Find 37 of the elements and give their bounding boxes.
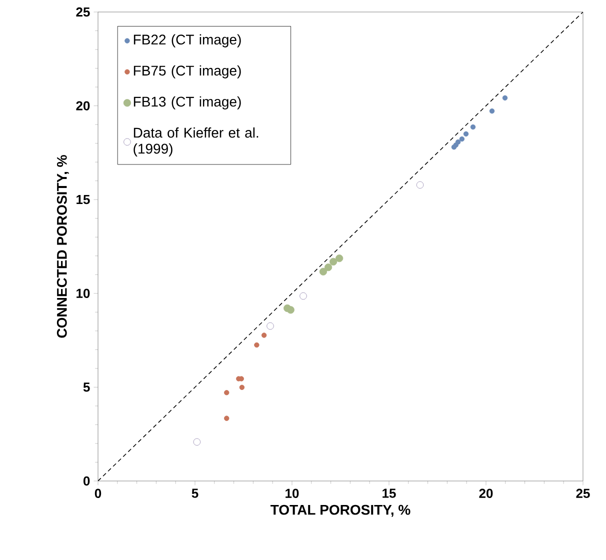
point (463, 131, 469, 137)
y-tick-label: 15 (76, 195, 90, 204)
x-tick-label: 20 (479, 488, 493, 498)
legend-label: Data of Kieffer et al. (1999) (134, 127, 258, 156)
legend-label: FB13 (CT image) (134, 96, 241, 110)
y-axis-title: CONNECTED POROSITY, % (56, 155, 69, 338)
point (416, 181, 424, 189)
x-tick-label: 25 (576, 488, 590, 498)
point (470, 124, 476, 130)
point (330, 258, 338, 266)
point (266, 322, 274, 330)
x-axis-title: TOTAL POROSITY, % (270, 504, 410, 517)
legend-label: FB22 (CT image) (134, 34, 241, 48)
y-tick-label: 5 (83, 382, 90, 392)
point (254, 342, 260, 348)
point (224, 416, 230, 421)
point (300, 292, 307, 300)
y-tick-label: 25 (76, 7, 90, 17)
x-tick-label: 0 (94, 488, 102, 498)
point (224, 390, 230, 396)
y-tick-label: 0 (83, 476, 90, 486)
point (324, 264, 332, 272)
point (459, 136, 465, 142)
point (336, 254, 344, 262)
y-tick-label: 20 (76, 101, 90, 110)
x-tick-label: 15 (382, 488, 396, 498)
point (286, 306, 294, 314)
legend-label: FB75 (CT image) (134, 65, 241, 78)
point (193, 438, 201, 446)
x-tick-label: 5 (192, 488, 198, 498)
point (319, 268, 328, 276)
point (502, 95, 508, 101)
x-tick-label: 10 (286, 488, 299, 498)
y-tick-label: 10 (76, 288, 90, 298)
point (239, 384, 245, 390)
point (261, 332, 267, 338)
point (489, 108, 495, 114)
